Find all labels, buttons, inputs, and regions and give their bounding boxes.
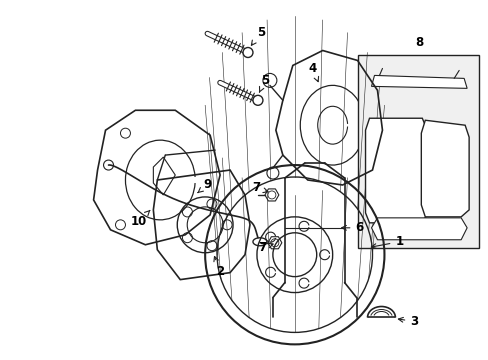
Text: 10: 10 [130,211,149,228]
Text: 8: 8 [414,36,423,49]
Text: 5: 5 [259,74,268,92]
Polygon shape [371,75,466,88]
Bar [357,55,478,248]
Text: 1: 1 [371,235,403,248]
Text: 5: 5 [251,26,264,45]
Circle shape [252,95,263,105]
Text: 6: 6 [341,221,363,234]
Text: 7: 7 [251,181,267,194]
Circle shape [243,48,252,58]
Polygon shape [365,118,427,223]
Text: 3: 3 [398,315,418,328]
Polygon shape [421,120,468,217]
Text: 7: 7 [257,241,272,254]
Text: 2: 2 [213,256,224,278]
Polygon shape [371,218,466,240]
Text: 4: 4 [308,62,318,82]
Text: 9: 9 [198,179,211,193]
